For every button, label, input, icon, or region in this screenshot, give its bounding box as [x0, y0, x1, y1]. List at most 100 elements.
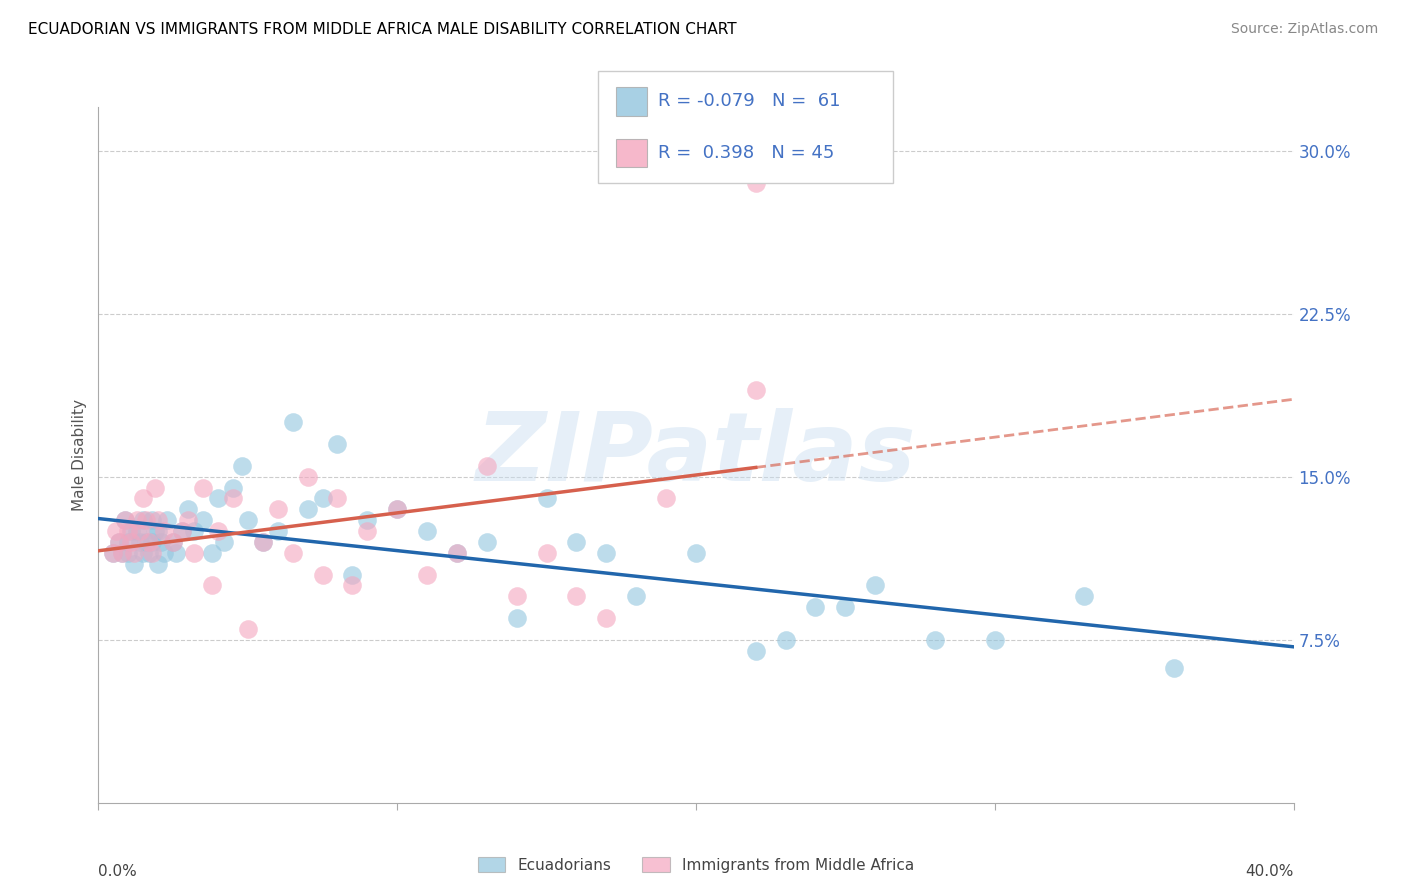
Point: [191, 481, 214, 495]
Point: [416, 524, 439, 538]
Point: [117, 535, 139, 549]
Point: [222, 491, 245, 506]
Point: [148, 513, 170, 527]
Point: [475, 535, 498, 549]
Text: ZIPatlas: ZIPatlas: [475, 409, 917, 501]
Point: [536, 546, 558, 560]
Point: [153, 546, 176, 560]
Point: [165, 546, 187, 560]
Point: [281, 415, 304, 429]
Point: [111, 546, 134, 560]
Point: [132, 491, 155, 506]
Point: [124, 546, 146, 560]
Point: [148, 524, 170, 538]
Point: [506, 589, 529, 603]
Point: [775, 632, 797, 647]
Point: [655, 491, 678, 506]
Point: [745, 383, 768, 397]
Point: [120, 524, 142, 538]
Point: [111, 546, 134, 560]
Point: [103, 546, 125, 560]
Point: [222, 481, 245, 495]
Point: [506, 611, 529, 625]
Point: [108, 535, 131, 549]
Point: [804, 600, 827, 615]
Point: [231, 458, 253, 473]
Point: [132, 513, 155, 527]
Point: [127, 524, 149, 538]
Point: [207, 491, 229, 506]
Point: [342, 578, 364, 592]
Point: [685, 546, 707, 560]
Point: [745, 176, 768, 190]
Point: [143, 481, 166, 495]
Point: [141, 546, 163, 560]
Point: [267, 524, 290, 538]
Point: [172, 524, 194, 538]
Point: [141, 535, 163, 549]
Point: [745, 643, 768, 657]
Point: [983, 632, 1005, 647]
Point: [114, 513, 136, 527]
Point: [183, 546, 205, 560]
Point: [201, 546, 224, 560]
Point: [834, 600, 856, 615]
Point: [356, 524, 378, 538]
Point: [342, 567, 364, 582]
Point: [565, 535, 588, 549]
Point: [385, 502, 409, 516]
Point: [129, 524, 152, 538]
Text: R =  0.398   N = 45: R = 0.398 N = 45: [658, 144, 834, 161]
Point: [297, 502, 319, 516]
Point: [108, 535, 131, 549]
Point: [446, 546, 468, 560]
Point: [236, 622, 259, 636]
Point: [446, 546, 468, 560]
Point: [212, 535, 235, 549]
Point: [311, 491, 333, 506]
Point: [565, 589, 588, 603]
Point: [150, 535, 173, 549]
Point: [326, 491, 349, 506]
Point: [183, 524, 205, 538]
Point: [624, 589, 647, 603]
Point: [138, 546, 160, 560]
Point: [135, 513, 157, 527]
Point: [236, 513, 259, 527]
Point: [124, 557, 146, 571]
Point: [156, 513, 179, 527]
Point: [117, 546, 139, 560]
Point: [267, 502, 290, 516]
Point: [162, 535, 184, 549]
Point: [416, 567, 439, 582]
Point: [103, 546, 125, 560]
Point: [143, 524, 166, 538]
Point: [865, 578, 887, 592]
Point: [207, 524, 229, 538]
Point: [129, 535, 152, 549]
Point: [595, 546, 617, 560]
Text: Source: ZipAtlas.com: Source: ZipAtlas.com: [1230, 22, 1378, 37]
Legend: Ecuadorians, Immigrants from Middle Africa: Ecuadorians, Immigrants from Middle Afri…: [472, 850, 920, 879]
Point: [177, 502, 200, 516]
Point: [153, 524, 176, 538]
Point: [117, 524, 139, 538]
Point: [475, 458, 498, 473]
Point: [536, 491, 558, 506]
Point: [141, 513, 163, 527]
Point: [252, 535, 274, 549]
Point: [201, 578, 224, 592]
Point: [114, 513, 136, 527]
Point: [252, 535, 274, 549]
Point: [120, 535, 142, 549]
Point: [177, 513, 200, 527]
Point: [172, 524, 194, 538]
Point: [385, 502, 409, 516]
Point: [297, 469, 319, 483]
Text: R = -0.079   N =  61: R = -0.079 N = 61: [658, 93, 841, 111]
Point: [924, 632, 946, 647]
Point: [1163, 661, 1185, 675]
Point: [105, 524, 128, 538]
Point: [311, 567, 333, 582]
Text: 0.0%: 0.0%: [98, 863, 138, 879]
